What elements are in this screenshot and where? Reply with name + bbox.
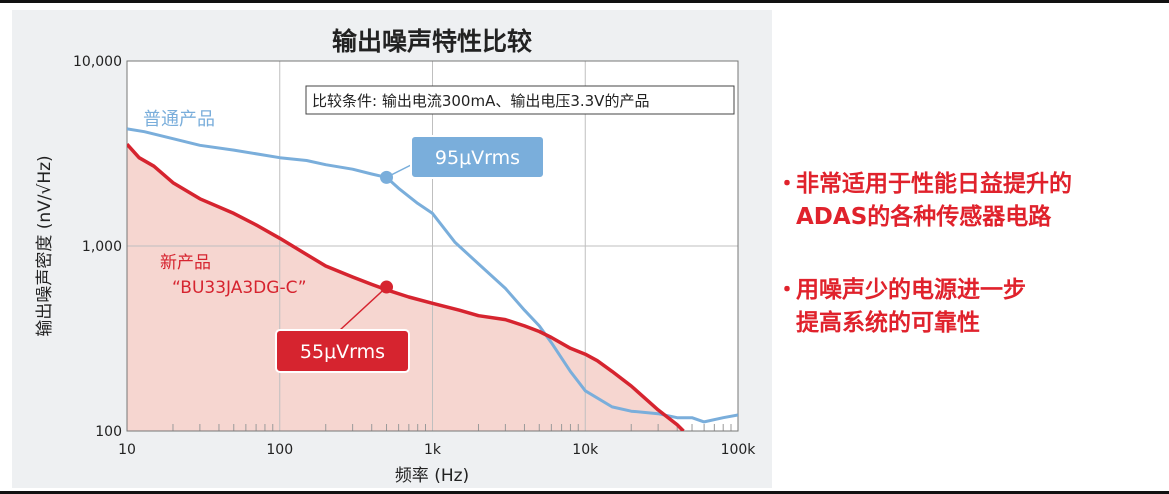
plot-frame — [126, 60, 739, 432]
feature-bullet-1: ・ 非常适用于性能日益提升的 ADAS的各种传感器电路 — [768, 168, 1168, 234]
x-tick-label: 1k — [424, 442, 442, 458]
x-axis-label: 频率 (Hz) — [395, 466, 469, 486]
feature-2-line-1: 用噪声少的电源进一步 — [796, 277, 1026, 303]
feature-1-line-2: ADAS的各种传感器电路 — [796, 204, 1052, 230]
y-tick-label: 10,000 — [73, 54, 122, 70]
top-rule — [0, 0, 1169, 3]
y-axis-label: 输出噪声密度 (nV/√Hz) — [35, 155, 55, 336]
feature-bullet-2: ・ 用噪声少的电源进一步 提高系统的可靠性 — [768, 274, 1168, 340]
callout-label: 95μVrms — [435, 147, 520, 169]
feature-list: ・ 非常适用于性能日益提升的 ADAS的各种传感器电路 ・ 用噪声少的电源进一步… — [768, 168, 1168, 380]
callout-leader — [339, 286, 388, 331]
bullet-marker: ・ — [776, 172, 799, 197]
feature-1-line-1: 非常适用于性能日益提升的 — [796, 171, 1072, 197]
y-tick-label: 100 — [95, 424, 122, 440]
callout-point — [380, 280, 394, 294]
bullet-marker: ・ — [776, 278, 799, 303]
callout-box — [410, 135, 545, 179]
x-tick-label: 100 — [266, 442, 293, 458]
callout-point — [380, 170, 394, 184]
new-product-label: 新产品 — [160, 253, 211, 273]
new-product-line — [127, 143, 685, 431]
x-tick-label: 10k — [572, 442, 599, 458]
new-product-area — [127, 144, 684, 431]
callout-label: 55μVrms — [300, 341, 385, 363]
comparison-condition-box — [305, 85, 735, 115]
x-tick-label: 100k — [721, 442, 757, 458]
new-product-part-number: “BU33JA3DG-C” — [172, 278, 307, 298]
conventional-product-label: 普通产品 — [143, 109, 215, 130]
y-tick-label: 1,000 — [82, 239, 122, 255]
feature-2-line-2: 提高系统的可靠性 — [796, 310, 980, 336]
callout-box — [275, 329, 410, 373]
x-tick-label: 10 — [118, 442, 136, 458]
bottom-rule — [0, 491, 1169, 494]
comparison-condition-text: 比较条件: 输出电流300mA、输出电压3.3V的产品 — [312, 92, 649, 110]
chart-title: 输出噪声特性比较 — [332, 27, 532, 56]
